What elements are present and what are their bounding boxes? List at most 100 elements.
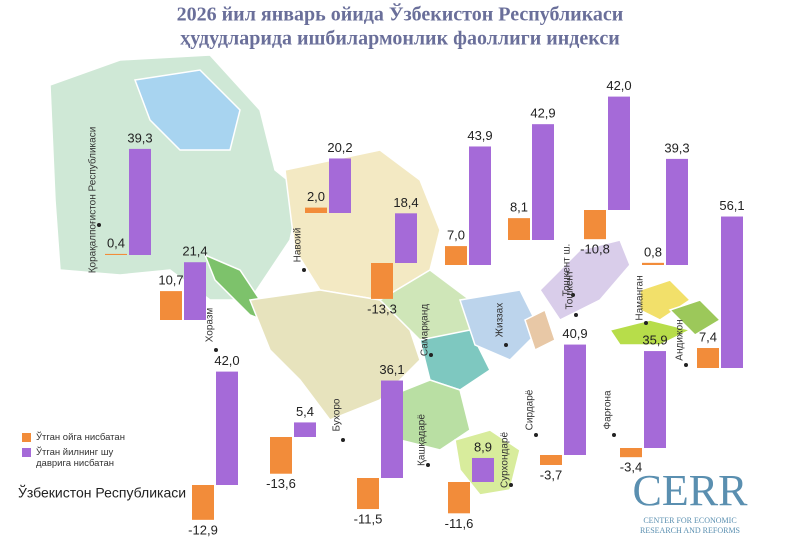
bar <box>270 437 292 474</box>
bar <box>305 207 327 213</box>
value-label: 10,7 <box>158 273 183 288</box>
region-label: Андижон <box>675 319 686 360</box>
value-label: 39,3 <box>127 130 152 145</box>
region-dot <box>509 483 513 487</box>
logo-text: CERR <box>633 466 749 515</box>
value-label: 42,0 <box>606 78 631 93</box>
value-label: 7,0 <box>447 228 465 243</box>
legend-swatch <box>22 433 31 442</box>
value-label: -3,7 <box>540 467 562 482</box>
bar <box>184 262 206 320</box>
bar <box>564 344 586 455</box>
value-label: 2,0 <box>307 189 325 204</box>
legend-text: Ўтган йилнинг шу даврига нисбатан <box>36 447 115 469</box>
legend-swatch <box>22 448 31 457</box>
bar <box>160 291 182 320</box>
bar <box>469 146 491 265</box>
bar <box>445 246 467 265</box>
bar <box>294 422 316 437</box>
bar <box>472 457 494 482</box>
region-dot <box>97 223 101 227</box>
value-label: 43,9 <box>467 128 492 143</box>
title: 2026 йил январь ойида Ўзбекистон Республ… <box>177 2 624 26</box>
region-label: Наманган <box>635 275 646 320</box>
bar <box>192 485 214 520</box>
bar <box>357 478 379 510</box>
region-dot <box>426 463 430 467</box>
value-label: 0,4 <box>107 235 125 250</box>
value-label: 56,1 <box>719 198 744 213</box>
legend: Ўтган ойга нисбатан Ўтган йилнинг шу давр… <box>22 432 172 473</box>
bar <box>216 371 238 485</box>
value-label: -11,5 <box>354 511 383 526</box>
value-label: -13,6 <box>266 476 296 491</box>
region-label: Тошкент <box>565 270 576 309</box>
bar <box>642 262 664 265</box>
value-label: 7,4 <box>699 329 717 344</box>
region-label: Жиззах <box>495 303 506 337</box>
value-label: 40,9 <box>562 326 587 341</box>
value-label: 20,2 <box>327 140 352 155</box>
value-label: 39,3 <box>664 140 689 155</box>
bar <box>129 148 151 255</box>
bar <box>666 158 688 265</box>
bar <box>329 158 351 213</box>
value-label: 8,1 <box>510 200 528 215</box>
bar <box>721 216 743 368</box>
value-label: 18,4 <box>393 195 418 210</box>
bar <box>620 448 642 458</box>
region-label: Самарқанд <box>420 304 431 356</box>
bar <box>395 213 417 263</box>
region-dot <box>534 433 538 437</box>
region-label: Бухоро <box>332 398 343 431</box>
value-label: 0,8 <box>644 244 662 259</box>
region-dot <box>644 321 648 325</box>
value-label: 35,9 <box>642 333 667 348</box>
value-label: 42,9 <box>530 106 555 121</box>
logo-line: RESEARCH AND REFORMS <box>640 526 740 535</box>
region-label: Фарғона <box>603 390 614 429</box>
bar <box>381 380 403 478</box>
region-label: Сирдарё <box>525 389 536 430</box>
bar <box>644 351 666 448</box>
value-label: 42,0 <box>214 353 239 368</box>
region-label: Навоий <box>293 228 304 263</box>
bar <box>608 96 630 210</box>
region-dot <box>302 268 306 272</box>
value-label: -12,9 <box>188 522 218 537</box>
value-label: 36,1 <box>379 362 404 377</box>
region-label: Хоразм <box>205 308 216 343</box>
value-label: 5,4 <box>296 404 314 419</box>
legend-item: Ўтган йилнинг шу даврига нисбатан <box>22 447 172 469</box>
value-label: -11,6 <box>445 516 474 531</box>
bar <box>508 218 530 240</box>
value-label: 21,4 <box>182 244 207 259</box>
value-label: -10,8 <box>580 242 610 257</box>
bar <box>105 253 127 255</box>
bar <box>448 482 470 514</box>
logo: CERR CENTER FOR ECONOMIC RESEARCH AND RE… <box>633 466 749 535</box>
region-dot <box>504 343 508 347</box>
region-label: Тошкент ш. <box>562 244 573 297</box>
legend-item: Ўтган ойга нисбатан <box>22 432 172 443</box>
region-dot <box>341 438 345 442</box>
region-label: Қашқадарё <box>417 414 428 466</box>
logo-line: CENTER FOR ECONOMIC <box>643 516 736 525</box>
map-background <box>49 54 722 496</box>
region-label: Ўзбекистон Республикаси <box>18 484 186 501</box>
region-label: Қорақалпоғистон Республикаси <box>87 127 99 274</box>
title: ҳудудларида ишбилармонлик фаоллиги индек… <box>180 28 619 50</box>
legend-text: Ўтган ойга нисбатан <box>36 432 125 443</box>
value-label: 8,9 <box>474 439 492 454</box>
region-label: Сурхондарё <box>500 432 511 488</box>
region-dot <box>684 363 688 367</box>
region-dot <box>429 353 433 357</box>
region-dot <box>574 313 578 317</box>
region-dot <box>571 293 575 297</box>
bar <box>371 263 393 299</box>
bar <box>697 348 719 368</box>
value-label: -3,4 <box>620 460 642 475</box>
bar <box>532 124 554 240</box>
